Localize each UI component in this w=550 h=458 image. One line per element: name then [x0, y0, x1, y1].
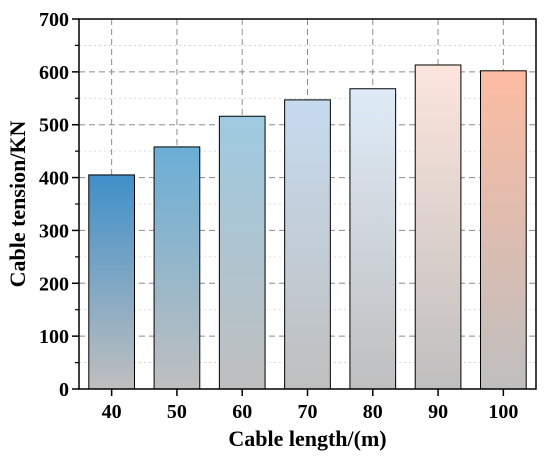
- x-tick-label: 50: [167, 401, 187, 423]
- y-tick-label: 300: [39, 220, 69, 242]
- axis-ticks: [72, 18, 505, 396]
- bar-90: [414, 64, 462, 390]
- bars: [88, 64, 527, 390]
- bar-50: [153, 146, 201, 390]
- x-tick-label: 70: [298, 401, 318, 423]
- y-tick-labels: 0 100 200 300 400 500 600 700: [39, 9, 69, 401]
- y-tick-label: 500: [39, 115, 69, 137]
- y-tick-label: 400: [39, 168, 69, 190]
- x-tick-label: 100: [488, 401, 518, 423]
- y-axis-title: Cable tension/KN: [5, 120, 30, 287]
- x-tick-labels: 40 50 60 70 80 90 100: [102, 401, 519, 423]
- y-tick-label: 600: [39, 62, 69, 84]
- x-tick-label: 40: [102, 401, 122, 423]
- x-tick-label: 80: [363, 401, 383, 423]
- x-tick-label: 90: [428, 401, 448, 423]
- bar-80: [349, 88, 397, 390]
- x-tick-label: 60: [232, 401, 252, 423]
- y-tick-label: 700: [39, 9, 69, 31]
- bar-70: [284, 99, 331, 390]
- bar-60: [218, 115, 266, 390]
- bar-40: [88, 174, 135, 390]
- y-tick-label: 200: [39, 273, 69, 295]
- y-tick-label: 100: [39, 326, 69, 348]
- y-tick-label: 0: [59, 379, 69, 401]
- bar-100: [480, 70, 527, 390]
- x-axis-title: Cable length/(m): [228, 426, 386, 451]
